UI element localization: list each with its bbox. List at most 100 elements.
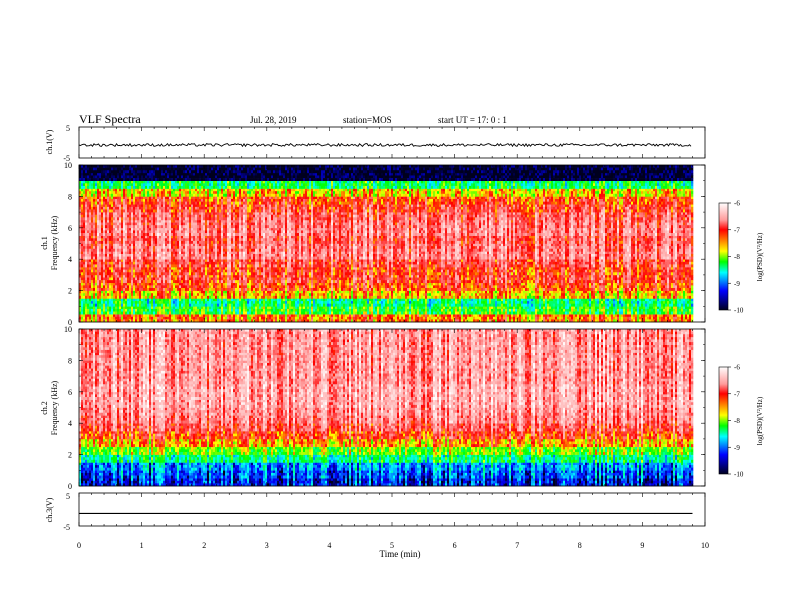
ch1-spectrogram-cell bbox=[103, 296, 105, 299]
ch1-spectrogram-cell bbox=[103, 267, 105, 270]
ch1-spectrogram-cell bbox=[97, 254, 99, 257]
ch1-spectrogram-cell bbox=[93, 296, 95, 299]
ch1-spectrogram-cell bbox=[87, 165, 89, 168]
ch1-spectrogram-cell bbox=[93, 173, 95, 176]
ch1-spectrogram-cell bbox=[101, 223, 103, 226]
ch1-spectrogram-cell bbox=[107, 228, 109, 231]
ch1-spectrogram-cell bbox=[81, 270, 83, 273]
start-time-label: start UT = 17: 0 : 1 bbox=[438, 115, 507, 125]
ch1-spectrogram-cell bbox=[93, 288, 95, 291]
ch1-spectrogram-cell bbox=[91, 314, 93, 317]
ch1-spectrogram-cell bbox=[87, 173, 89, 176]
ch1-spectrogram-cell bbox=[107, 304, 109, 307]
ch1-spectrogram-cell bbox=[91, 191, 93, 194]
ch1-spectrogram-cell bbox=[85, 246, 87, 249]
ch1-spectrogram-cell bbox=[87, 204, 89, 207]
ch1-spectrogram-cell bbox=[107, 301, 109, 304]
ch1-spectrogram-cell bbox=[83, 183, 85, 186]
ch1-spectrogram-cell bbox=[103, 317, 105, 320]
ch1-spectrogram-cell bbox=[99, 317, 101, 320]
ch1-spectrogram-cell bbox=[103, 298, 105, 301]
ch1-spectrogram-cell bbox=[105, 259, 107, 262]
ch1-spectrogram-cell bbox=[89, 285, 91, 288]
ch1-spectrogram-cell bbox=[103, 272, 105, 275]
ch1-spectrogram-cell bbox=[97, 264, 99, 267]
station-label: station=MOS bbox=[343, 115, 392, 125]
ch1-spectrogram-cell bbox=[103, 175, 105, 178]
ch1-ytick-top: 5 bbox=[66, 124, 70, 133]
ch1-spectrogram-cell bbox=[99, 217, 101, 220]
ch1-spectrogram-cell bbox=[101, 175, 103, 178]
ch1-spectrogram-cell bbox=[81, 228, 83, 231]
ch1-spectrogram-cell bbox=[93, 202, 95, 205]
ch1-spectrogram-cell bbox=[99, 275, 101, 278]
ch1-spectrogram-cell bbox=[91, 278, 93, 281]
ch1-spectrogram-cell bbox=[85, 186, 87, 189]
ch1-spectrogram-cell bbox=[91, 170, 93, 173]
ch1-spectrogram-cell bbox=[95, 209, 97, 212]
ch1-spectrogram-cell bbox=[81, 202, 83, 205]
ch1-spectrogram-cell bbox=[99, 191, 101, 194]
ch1-spectrogram-cell bbox=[99, 298, 101, 301]
ch1-spectrogram-cell bbox=[95, 280, 97, 283]
ch1-spectrogram-cell bbox=[105, 241, 107, 244]
ch1-spectrogram-cell bbox=[87, 215, 89, 218]
ch1-spectrogram-cell bbox=[85, 267, 87, 270]
ch1-spectrogram-cell bbox=[81, 259, 83, 262]
ch1-spectrogram-cell bbox=[83, 178, 85, 181]
ch1-spectrogram-cell bbox=[99, 178, 101, 181]
ch1-spectrogram-cell bbox=[95, 293, 97, 296]
ch1-spectrogram-cell bbox=[103, 257, 105, 260]
ch1-spectrogram-cell bbox=[103, 220, 105, 223]
ch1-spectrogram-cell bbox=[107, 267, 109, 270]
ch1-spectrogram-cell bbox=[81, 209, 83, 212]
ch1-spectrogram-cell bbox=[99, 233, 101, 236]
ch1-spectrogram-cell bbox=[91, 230, 93, 233]
ch1-spectrogram-cell bbox=[99, 228, 101, 231]
ch1-spectrogram-cell bbox=[101, 275, 103, 278]
ch1-spectrogram-cell bbox=[87, 275, 89, 278]
ch1-spectrogram-cell bbox=[85, 228, 87, 231]
vlf-spectra-figure: VLF Spectra Jul. 28, 2019 station=MOS st… bbox=[0, 0, 792, 612]
ch1-spectrogram-cell bbox=[91, 238, 93, 241]
ch1-spectrogram-cell bbox=[93, 238, 95, 241]
ch1-spectrogram-cell bbox=[101, 246, 103, 249]
ch1-spectrogram-cell bbox=[89, 170, 91, 173]
ch1-spectrogram-cell bbox=[103, 202, 105, 205]
ch1-spectrogram-cell bbox=[103, 259, 105, 262]
ch1-spectrogram-cell bbox=[85, 223, 87, 226]
ch1-spectrogram-cell bbox=[81, 317, 83, 320]
ch1-spectrogram-cell bbox=[87, 257, 89, 260]
ch1-spectrogram-cell bbox=[97, 257, 99, 260]
ch1-spectrogram-cell bbox=[105, 186, 107, 189]
ch1-spectrogram-cell bbox=[107, 312, 109, 315]
ch1-spectrogram-cell bbox=[91, 317, 93, 320]
ch1-spectrogram-cell bbox=[83, 170, 85, 173]
ch1-spectrogram-cell bbox=[91, 288, 93, 291]
ch1-spectrogram-cell bbox=[85, 257, 87, 260]
ch1-spectrogram-cell bbox=[81, 293, 83, 296]
ch1-spectrogram-cell bbox=[97, 236, 99, 239]
ch1-spectrogram-cell bbox=[99, 309, 101, 312]
ch1-spectrogram-cell bbox=[85, 173, 87, 176]
ch1-spectrogram-cell bbox=[87, 212, 89, 215]
ch1-spectrogram-cell bbox=[89, 270, 91, 273]
ch1-spectrogram-cell bbox=[85, 288, 87, 291]
ch1-spectrogram-cell bbox=[89, 264, 91, 267]
ch1-spectrogram-cell bbox=[101, 272, 103, 275]
ch1-spectrogram-cell bbox=[93, 236, 95, 239]
ch1-spectrogram-cell bbox=[105, 236, 107, 239]
ch1-spectrogram-cell bbox=[83, 202, 85, 205]
ch1-spectrogram-cell bbox=[93, 257, 95, 260]
ch1-spectrogram-cell bbox=[85, 259, 87, 262]
ch1-spectrogram-cell bbox=[83, 241, 85, 244]
ch1-spectrogram-cell bbox=[85, 264, 87, 267]
ch1-spectrogram-cell bbox=[89, 175, 91, 178]
ch1-spectrogram-cell bbox=[91, 223, 93, 226]
ch1-spectrogram-cell bbox=[99, 223, 101, 226]
ch1-spectrogram-cell bbox=[103, 309, 105, 312]
ch1-spectrogram-cell bbox=[85, 309, 87, 312]
ch1-spectrogram-cell bbox=[95, 217, 97, 220]
ch1-spectrogram-cell bbox=[103, 275, 105, 278]
ch1-spectrogram-cell bbox=[97, 217, 99, 220]
